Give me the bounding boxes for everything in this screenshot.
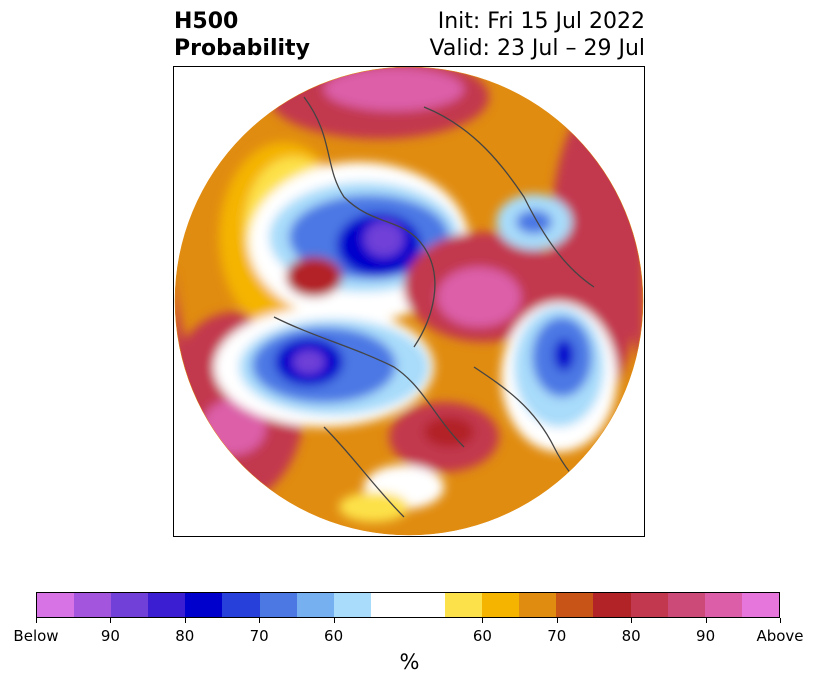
above-arctic-core [437, 267, 521, 327]
yellow-usa [339, 492, 409, 522]
colorbar-tick-label: 60 [472, 627, 492, 645]
below-atlantic-80 [554, 339, 574, 371]
below-pacific-90 [293, 350, 325, 374]
colorbar-tick-label: Below [13, 627, 59, 645]
colorbar-segment [259, 593, 297, 617]
above-canada-core [424, 417, 474, 447]
colorbar-segment [37, 593, 75, 617]
colorbar-tick-label: 90 [696, 627, 716, 645]
colorbar-segment [74, 593, 112, 617]
colorbar-segment [222, 593, 260, 617]
colorbar-tick-label: 70 [547, 627, 567, 645]
colorbar-segment [704, 593, 742, 617]
colorbar-tick-label: 90 [100, 627, 120, 645]
map-title: H500 Probability [174, 8, 310, 62]
colorbar-segment [667, 593, 705, 617]
colorbar-tick-label: Above [756, 627, 804, 645]
colorbar-tick-mark [706, 618, 707, 623]
polar-probability-map [174, 67, 644, 536]
colorbar-tick-mark [780, 618, 781, 623]
variable-label: H500 [174, 9, 239, 34]
colorbar-tick-mark [631, 618, 632, 623]
colorbar-segment [445, 593, 483, 617]
map-frame [173, 66, 645, 537]
colorbar-segment [593, 593, 631, 617]
colorbar [36, 592, 780, 618]
colorbar-tick-mark [482, 618, 483, 623]
time-info: Init: Fri 15 Jul 2022 Valid: 23 Jul – 29… [430, 8, 645, 62]
colorbar-segment [370, 593, 408, 617]
colorbar-segment [185, 593, 223, 617]
colorbar-tick-label: 80 [621, 627, 641, 645]
valid-range: Valid: 23 Jul – 29 Jul [429, 36, 645, 61]
colorbar-segment [741, 593, 779, 617]
colorbar-segment [630, 593, 668, 617]
colorbar-tick-label: 80 [175, 627, 195, 645]
colorbar-segment [519, 593, 557, 617]
colorbar-tick-label: 70 [249, 627, 269, 645]
above-sea [286, 257, 342, 297]
colorbar-tick-mark [557, 618, 558, 623]
colorbar-tick-mark [334, 618, 335, 623]
colorbar-segment [407, 593, 446, 617]
init-time: Init: Fri 15 Jul 2022 [437, 9, 645, 34]
colorbar-units: % [399, 650, 420, 674]
below-asia-90 [364, 221, 404, 257]
coastlines [273, 96, 635, 528]
colorbar-segment [111, 593, 149, 617]
product-label: Probability [174, 36, 310, 61]
colorbar-segment [482, 593, 520, 617]
colorbar-tick-label: 60 [324, 627, 344, 645]
colorbar-segment [296, 593, 334, 617]
colorbar-segment [333, 593, 371, 617]
below-europe-core [516, 210, 552, 234]
colorbar-tick-mark [185, 618, 186, 623]
colorbar-tick-mark [259, 618, 260, 623]
colorbar-segment [148, 593, 186, 617]
above-siberia-core [324, 67, 464, 111]
colorbar-tick-mark [110, 618, 111, 623]
colorbar-tick-mark [36, 618, 37, 623]
colorbar-segment [556, 593, 594, 617]
